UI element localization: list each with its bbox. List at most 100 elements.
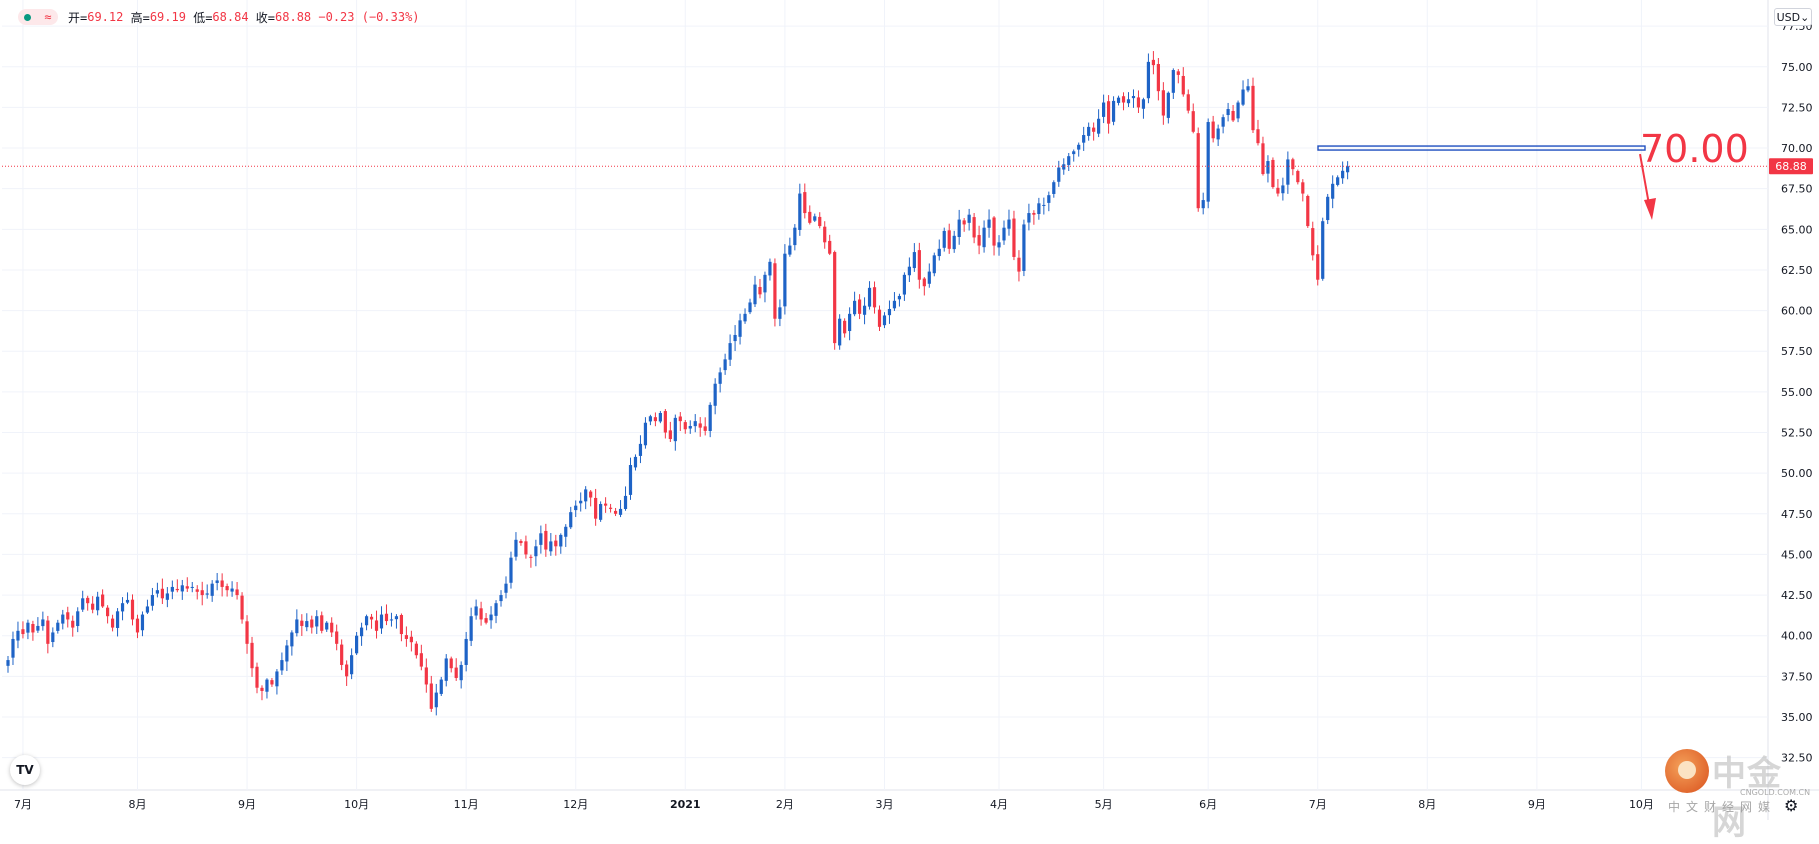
candle-body (56, 622, 60, 631)
candle-body (364, 616, 369, 626)
candle-body (26, 622, 30, 633)
candle-body (1181, 75, 1185, 95)
x-tick-label: 9月 (238, 798, 256, 811)
candle-body (1111, 100, 1116, 122)
candle-body (663, 411, 667, 433)
candle-body (753, 284, 757, 305)
currency-button[interactable]: USD ⌄ (1774, 8, 1812, 26)
candle-body (205, 593, 209, 595)
candle-body (120, 603, 125, 612)
candle-body (101, 594, 105, 607)
candle-body (788, 245, 792, 255)
candle-body (81, 598, 85, 610)
candle-body (633, 456, 638, 468)
candle-body (404, 635, 408, 639)
candle-body (808, 211, 812, 223)
candle-body (519, 540, 523, 544)
close-value: 68.88 (275, 10, 312, 24)
candle-body (76, 611, 80, 627)
candle-body (778, 307, 782, 319)
candle-body (907, 266, 911, 276)
candle-body (16, 630, 20, 641)
candle-body (459, 664, 463, 681)
candle-body (145, 606, 150, 613)
candle-body (374, 620, 379, 631)
candle-body (474, 606, 478, 616)
candle-body (61, 614, 65, 624)
y-tick-label: 40.00 (1781, 630, 1813, 643)
candle-body (1226, 109, 1230, 116)
time-axis[interactable]: 7月 8月 9月 10月 11月 12月 2021 2月 3月 4月 5月 6月 7月 8月 9月 10月 (14, 798, 1654, 811)
candle-body (1246, 86, 1250, 91)
candle-body (175, 588, 179, 591)
candle-body (618, 508, 623, 515)
candlestick-chart[interactable]: 68.88 70.00 32.50 35.00 37.50 40.00 42.50 45.0… (0, 0, 1819, 820)
candle-body (768, 261, 772, 276)
y-tick-label: 57.50 (1781, 345, 1813, 358)
last-price-badge (1769, 158, 1813, 175)
tradingview-logo[interactable]: TV (10, 755, 40, 785)
candle-body (464, 638, 468, 665)
candle-body (270, 680, 274, 685)
candle-body (315, 616, 319, 627)
y-tick-label: 70.00 (1781, 142, 1813, 155)
y-tick-label: 50.00 (1781, 467, 1813, 480)
grid-lines (0, 0, 1819, 820)
candle-body (135, 618, 140, 633)
candle-body (1216, 128, 1220, 140)
gear-icon[interactable]: ⚙ (1784, 796, 1799, 815)
candle-body (419, 653, 423, 667)
candle-body (653, 417, 657, 422)
candle-body (305, 621, 309, 628)
candle-body (733, 334, 737, 342)
candle-body (643, 422, 648, 446)
candle-body (499, 595, 503, 602)
candle-body (449, 658, 453, 669)
candle-body (1007, 219, 1011, 229)
candle-body (454, 667, 458, 678)
candle-body (579, 500, 583, 504)
candle-body (1131, 96, 1136, 99)
currency-label: USD (1776, 10, 1801, 24)
candle-body (265, 679, 269, 692)
symbol-badge[interactable]: ≈ (18, 9, 58, 25)
candle-body (897, 295, 902, 300)
status-dot-icon (24, 13, 32, 21)
change-percent: (−0.33%) (361, 10, 420, 24)
candle-body (110, 618, 115, 628)
candle-body (718, 372, 722, 384)
candle-body (165, 593, 169, 600)
candle-body (584, 489, 588, 502)
y-tick-label: 62.50 (1781, 264, 1813, 277)
candle-body (982, 227, 986, 248)
candle-body (1191, 111, 1195, 132)
candle-body (41, 619, 45, 627)
candle-body (255, 666, 259, 688)
x-tick-label: 11月 (454, 798, 479, 811)
candle-body (962, 220, 966, 225)
y-tick-label: 60.00 (1781, 305, 1813, 318)
candle-body (1266, 161, 1270, 174)
candle-body (902, 274, 906, 295)
candle-body (280, 660, 284, 671)
low-label: 低= (193, 10, 213, 25)
candle-body (967, 214, 971, 223)
candle-body (31, 623, 35, 633)
candle-body (922, 278, 926, 287)
open-label: 开= (68, 10, 88, 25)
candle-body (1346, 166, 1350, 173)
x-tick-label: 4月 (990, 798, 1008, 811)
candle-body (678, 416, 682, 422)
candle-body (564, 526, 568, 537)
price-axis[interactable]: 32.50 35.00 37.50 40.00 42.50 45.00 47.50 50.00… (1781, 20, 1813, 764)
y-tick-label: 42.50 (1781, 589, 1813, 602)
candle-body (932, 255, 936, 274)
candle-body (728, 343, 732, 360)
candle-body (1077, 144, 1081, 150)
candle-body (320, 615, 324, 631)
candle-body (892, 300, 897, 309)
candle-body (494, 603, 498, 616)
candle-body (952, 235, 956, 250)
candle-body (1286, 159, 1290, 185)
candle-body (798, 193, 802, 230)
